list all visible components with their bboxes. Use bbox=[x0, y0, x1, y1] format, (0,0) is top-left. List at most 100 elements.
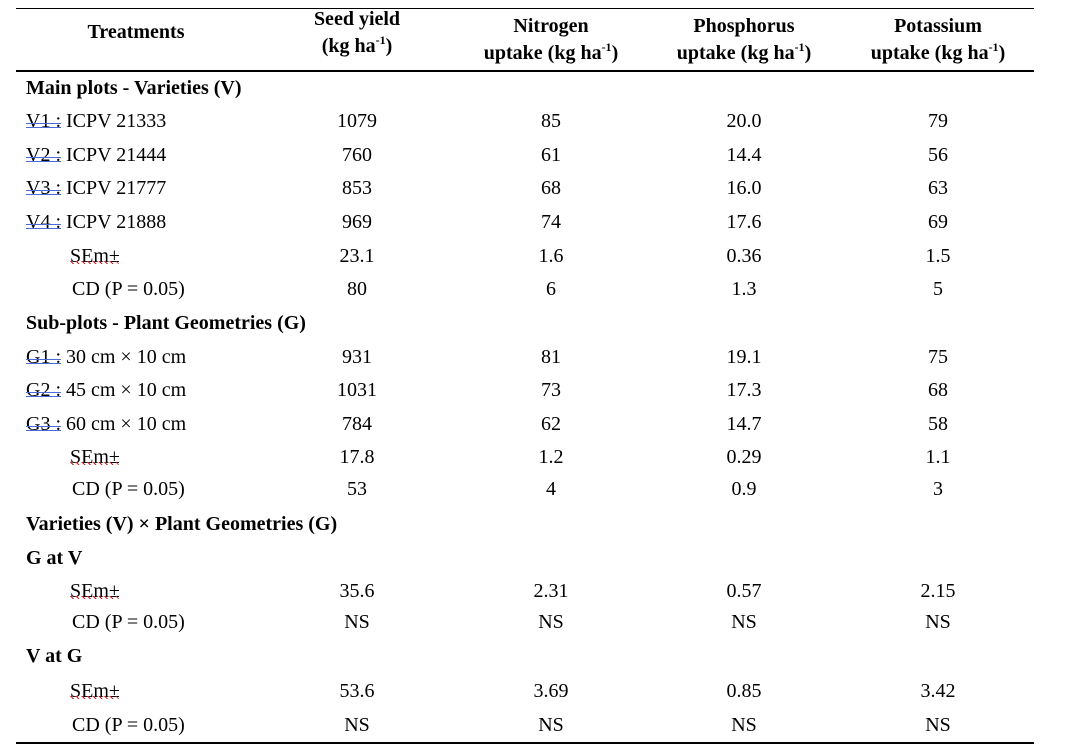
sem-label: SEm± bbox=[70, 240, 120, 273]
cell-seed-yield: 931 bbox=[342, 346, 372, 368]
header-phosphorus-line2: uptake (kg ha-1) bbox=[644, 40, 844, 69]
row-label: G1 : 30 cm × 10 cm bbox=[26, 341, 186, 374]
geometry-code-text: G3 : bbox=[26, 413, 61, 435]
variety-name: ICPV 21333 bbox=[66, 110, 167, 132]
section-interaction-label: Varieties (V) × Plant Geometries (G) bbox=[26, 513, 338, 535]
code-underline bbox=[26, 157, 61, 162]
cd-row: CD (P = 0.05) NS NS NS NS bbox=[16, 709, 1034, 742]
sem-label: SEm± bbox=[70, 575, 120, 608]
cd-label: CD (P = 0.05) bbox=[72, 478, 185, 500]
header-nitrogen-close: ) bbox=[611, 42, 619, 64]
header-potassium-unit: uptake (kg ha bbox=[870, 42, 989, 64]
variety-code: V4 : bbox=[26, 211, 61, 233]
header-nitrogen-line2: uptake (kg ha-1) bbox=[451, 40, 651, 69]
cell-phosphorus: 14.7 bbox=[726, 413, 762, 435]
variety-code: V1 : bbox=[26, 110, 61, 132]
cell-potassium: 3 bbox=[933, 478, 943, 500]
cell-nitrogen: 68 bbox=[541, 177, 561, 199]
cell-seed-yield: 853 bbox=[342, 177, 372, 199]
sem-row: SEm± 35.6 2.31 0.57 2.15 bbox=[16, 575, 1034, 608]
cell-nitrogen: 73 bbox=[541, 379, 561, 401]
code-underline bbox=[26, 426, 61, 431]
cell-phosphorus: 19.1 bbox=[726, 346, 762, 368]
spell-underline bbox=[70, 596, 120, 599]
sem-label: SEm± bbox=[70, 441, 120, 474]
cell-seed-yield: 23.1 bbox=[339, 245, 375, 267]
header-potassium-line1: Potassium bbox=[894, 15, 982, 37]
cell-potassium: 1.5 bbox=[925, 245, 951, 267]
geometry-code-text: G1 : bbox=[26, 346, 61, 368]
cell-nitrogen: NS bbox=[538, 611, 564, 633]
cell-seed-yield: 80 bbox=[347, 278, 367, 300]
header-treatments: Treatments bbox=[56, 19, 216, 46]
cell-potassium: NS bbox=[925, 714, 951, 736]
table-row: V2 : ICPV 21444 760 61 14.4 56 bbox=[16, 139, 1034, 172]
cell-seed-yield: 53 bbox=[347, 478, 367, 500]
sem-label: SEm± bbox=[70, 675, 120, 708]
cell-nitrogen: 2.31 bbox=[533, 580, 569, 602]
header-potassium: Potassium uptake (kg ha-1) bbox=[838, 13, 1038, 69]
header-phosphorus: Phosphorus uptake (kg ha-1) bbox=[644, 13, 844, 69]
variety-name: ICPV 21777 bbox=[66, 177, 167, 199]
cell-phosphorus: 1.3 bbox=[731, 278, 757, 300]
header-potassium-line2: uptake (kg ha-1) bbox=[838, 40, 1038, 69]
cell-seed-yield: 1031 bbox=[337, 379, 377, 401]
variety-name: ICPV 21444 bbox=[66, 144, 167, 166]
cell-potassium: 79 bbox=[928, 110, 948, 132]
row-label: G3 : 60 cm × 10 cm bbox=[26, 408, 186, 441]
header-nitrogen: Nitrogen uptake (kg ha-1) bbox=[451, 13, 651, 69]
cell-seed-yield: 53.6 bbox=[339, 680, 375, 702]
header-seed-yield-line2: (kg ha-1) bbox=[277, 33, 437, 62]
header-seed-yield-close: ) bbox=[385, 35, 393, 57]
cell-potassium: 5 bbox=[933, 278, 943, 300]
geometry-code: G2 : bbox=[26, 379, 61, 401]
geometry-name: 60 cm × 10 cm bbox=[66, 413, 187, 435]
cell-phosphorus: 0.85 bbox=[726, 680, 762, 702]
section-sub-label: Sub-plots - Plant Geometries (G) bbox=[26, 312, 306, 334]
row-label: V2 : ICPV 21444 bbox=[26, 139, 166, 172]
cell-phosphorus: 14.4 bbox=[726, 144, 762, 166]
section-row: Main plots - Varieties (V) bbox=[16, 72, 1034, 105]
code-underline bbox=[26, 123, 61, 128]
header-phosphorus-unit: uptake (kg ha bbox=[676, 42, 795, 64]
row-label: V4 : ICPV 21888 bbox=[26, 206, 166, 239]
table-row: G2 : 45 cm × 10 cm 1031 73 17.3 68 bbox=[16, 374, 1034, 407]
cell-potassium: 69 bbox=[928, 211, 948, 233]
cell-phosphorus: 17.3 bbox=[726, 379, 762, 401]
variety-code: V2 : bbox=[26, 144, 61, 166]
cell-nitrogen: 1.6 bbox=[538, 245, 564, 267]
cell-potassium: 58 bbox=[928, 413, 948, 435]
variety-code-text: V2 : bbox=[26, 144, 61, 166]
cell-potassium: NS bbox=[925, 611, 951, 633]
header-seed-yield-line1: Seed yield bbox=[313, 8, 401, 30]
header-seed-yield: Seed yield (kg ha-1) bbox=[277, 6, 437, 62]
header-phosphorus-close: ) bbox=[804, 42, 812, 64]
cell-seed-yield: 1079 bbox=[337, 110, 377, 132]
cell-potassium: 3.42 bbox=[920, 680, 956, 702]
cell-nitrogen: 4 bbox=[546, 478, 556, 500]
geometry-name: 45 cm × 10 cm bbox=[66, 379, 187, 401]
header-potassium-close: ) bbox=[998, 42, 1006, 64]
cell-seed-yield: NS bbox=[344, 714, 370, 736]
section-row: Varieties (V) × Plant Geometries (G) bbox=[16, 508, 1034, 541]
top-rule bbox=[16, 8, 1034, 9]
cell-seed-yield: 969 bbox=[342, 211, 372, 233]
cell-nitrogen: 85 bbox=[541, 110, 561, 132]
section-v-at-g-label: V at G bbox=[26, 645, 83, 667]
section-g-at-v-label: G at V bbox=[26, 547, 83, 569]
cell-phosphorus: 0.9 bbox=[731, 478, 757, 500]
spell-underline bbox=[70, 261, 120, 264]
sem-row: SEm± 23.1 1.6 0.36 1.5 bbox=[16, 240, 1034, 273]
variety-code: V3 : bbox=[26, 177, 61, 199]
sem-row: SEm± 53.6 3.69 0.85 3.42 bbox=[16, 675, 1034, 708]
code-underline bbox=[26, 224, 61, 229]
section-main-label: Main plots - Varieties (V) bbox=[26, 77, 242, 99]
header-treatments-text: Treatments bbox=[87, 21, 185, 43]
sem-label-text: SEm± bbox=[70, 446, 120, 468]
cell-phosphorus: 0.36 bbox=[726, 245, 762, 267]
cell-potassium: 56 bbox=[928, 144, 948, 166]
cell-phosphorus: 0.57 bbox=[726, 580, 762, 602]
variety-code-text: V1 : bbox=[26, 110, 61, 132]
cell-nitrogen: 3.69 bbox=[533, 680, 569, 702]
cell-potassium: 2.15 bbox=[920, 580, 956, 602]
